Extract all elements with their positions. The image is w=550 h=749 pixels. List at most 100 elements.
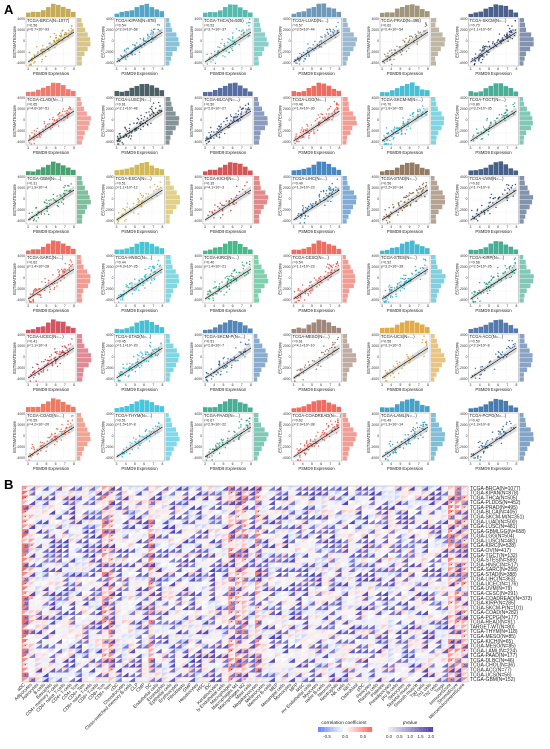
y-tick-label: 0 <box>377 276 379 280</box>
data-point <box>124 209 127 212</box>
top-histogram-bar <box>26 407 31 412</box>
top-histogram-bar <box>36 11 41 17</box>
data-point <box>299 290 301 292</box>
right-histogram-bar <box>431 200 446 205</box>
right-histogram-bar <box>77 121 90 126</box>
data-point <box>139 37 142 40</box>
data-point <box>248 339 250 341</box>
data-point <box>219 442 221 444</box>
data-point <box>494 121 497 124</box>
data-point <box>422 421 424 424</box>
data-point <box>153 190 155 192</box>
data-point <box>314 440 316 443</box>
top-histogram-bar <box>336 248 342 254</box>
data-point <box>127 286 129 289</box>
data-point <box>209 134 212 136</box>
data-point <box>216 130 218 133</box>
data-point <box>309 289 312 292</box>
right-histogram-bar <box>254 140 260 145</box>
data-point <box>297 459 299 461</box>
scatter-subplot: TCGA-BLCA(N=...)r=0.50p=2.6×10^-27400020… <box>189 82 268 155</box>
data-point <box>421 105 424 107</box>
top-histogram-bar <box>395 8 400 17</box>
data-point <box>391 286 393 289</box>
data-point <box>297 296 299 299</box>
data-point <box>384 143 387 145</box>
y-tick-label: -2000 <box>105 50 114 54</box>
subplot-p-value: p=1.3×10^-4 <box>27 186 47 190</box>
top-histogram-bar <box>41 403 46 412</box>
data-point <box>36 214 38 217</box>
data-point <box>507 184 510 186</box>
data-point <box>34 374 36 376</box>
y-tick-label: 4000 <box>106 333 114 337</box>
subplot-p-value: p=2.5×10^-26 <box>470 265 492 269</box>
data-point <box>61 29 64 31</box>
y-tick-label: 4000 <box>460 175 468 179</box>
data-point <box>43 48 45 51</box>
data-point <box>134 367 136 369</box>
data-point <box>382 295 385 297</box>
data-point <box>387 55 389 57</box>
data-point <box>500 39 503 42</box>
data-point <box>483 450 485 453</box>
top-histogram-bar <box>425 169 430 175</box>
top-histogram-bar <box>336 327 342 333</box>
top-histogram-bar <box>223 322 228 333</box>
data-point <box>513 34 516 37</box>
y-tick-label: 0 <box>377 118 379 122</box>
data-point <box>482 49 484 52</box>
top-histogram-bar <box>498 83 504 96</box>
data-point <box>48 286 51 288</box>
data-point <box>232 277 235 280</box>
top-histogram-bar <box>316 240 322 254</box>
data-point <box>137 197 139 200</box>
data-point <box>137 118 140 121</box>
data-point <box>223 356 225 359</box>
data-point <box>33 133 36 135</box>
y-tick-label: -4000 <box>370 456 379 460</box>
data-point <box>136 364 139 367</box>
data-point <box>490 275 493 277</box>
right-histogram-bar <box>165 176 170 181</box>
data-point <box>215 134 217 136</box>
data-point <box>425 23 427 26</box>
data-point <box>227 437 229 440</box>
y-tick-label: 2000 <box>194 423 202 427</box>
right-histogram-bar <box>431 437 445 442</box>
data-point <box>131 284 133 286</box>
data-point <box>126 284 129 287</box>
top-histogram-bar <box>311 164 317 175</box>
data-point <box>142 125 145 128</box>
data-point <box>57 40 60 42</box>
data-point <box>46 210 48 212</box>
top-histogram-bar <box>415 244 420 254</box>
data-point <box>120 55 123 58</box>
data-point <box>470 453 473 455</box>
data-point <box>230 39 232 42</box>
x-tick-label: 4 <box>125 383 127 387</box>
data-point <box>478 281 481 284</box>
x-tick-label: 5 <box>134 67 136 71</box>
x-tick-label: 3 <box>470 304 472 308</box>
confidence-band <box>28 344 74 380</box>
subplot-p-value: p=4.2×10^-20 <box>27 423 49 427</box>
data-point <box>121 371 123 373</box>
data-point <box>323 196 325 199</box>
data-point <box>476 292 479 294</box>
data-point <box>232 203 234 205</box>
y-tick-label: -4000 <box>193 377 202 381</box>
data-point <box>228 275 230 278</box>
data-point <box>206 456 209 459</box>
data-point <box>296 448 298 450</box>
data-point <box>424 273 426 275</box>
top-histogram-bar <box>56 83 61 96</box>
data-point <box>126 130 129 133</box>
data-point <box>47 436 49 439</box>
data-point <box>306 123 308 126</box>
data-point <box>302 130 304 132</box>
data-point <box>425 114 427 116</box>
data-point <box>294 137 296 139</box>
data-point <box>503 34 506 37</box>
top-histogram-bar <box>61 85 66 96</box>
